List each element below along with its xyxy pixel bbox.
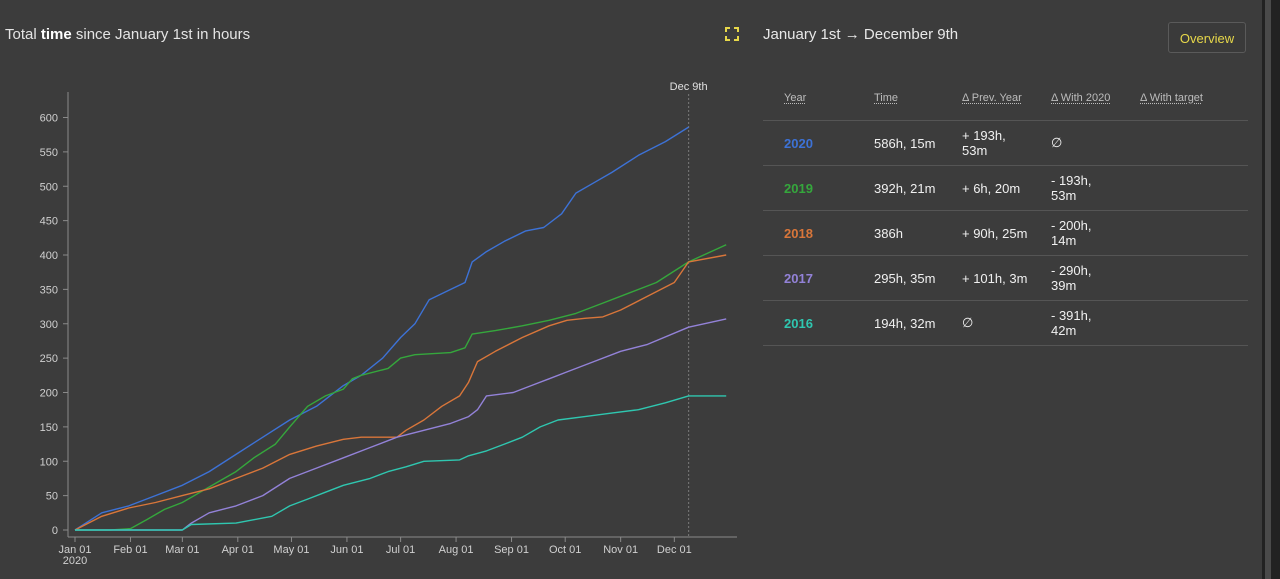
header-with-2020[interactable]: Δ With 2020 [1030,75,1119,121]
row-prev: ∅ [941,300,1030,346]
series-line-2016 [75,395,727,531]
x-tick-label: Jun 01 [330,544,363,556]
x-year-label: 2020 [63,555,87,567]
row-target [1119,165,1248,211]
table-row: 2016 194h, 32m ∅ - 391h, 42m [763,300,1248,346]
series-line-2018 [74,254,727,531]
row-target [1119,300,1248,346]
x-tick-label: Aug 01 [439,544,474,556]
chart-title-bold: time [40,26,72,43]
header-prev-year-label: Δ Prev. Year [962,91,1022,104]
chart-title-prefix: Total [5,26,37,43]
y-tick-label: 200 [40,388,58,400]
x-tick-label: Mar 01 [165,544,199,556]
series-line-2017 [75,318,727,531]
y-tick-label: 450 [40,216,58,228]
row-year: 2019 [763,165,853,211]
row-prev: + 101h, 3m [941,255,1030,301]
chart-title-suffix: since January 1st in hours [75,26,251,43]
table-row: 2017 295h, 35m + 101h, 3m - 290h, 39m [763,255,1248,301]
stats-table: Year Time Δ Prev. Year Δ With 2020 Δ Wit… [763,75,1248,346]
date-range-end: December 9th [863,26,959,43]
chart-title: Total time since January 1st in hours [5,26,250,43]
table-row: 2018 386h + 90h, 25m - 200h, 14m [763,210,1248,256]
header-year-label: Year [784,91,807,104]
y-tick-label: 400 [40,250,58,262]
header-time[interactable]: Time [853,75,941,121]
header-prev-year[interactable]: Δ Prev. Year [941,75,1030,121]
row-time: 295h, 35m [853,255,941,301]
marker-label: Dec 9th [670,81,708,93]
stats-header-row: Year Time Δ Prev. Year Δ With 2020 Δ Wit… [763,75,1248,121]
row-year: 2016 [763,300,853,346]
arrow-right-icon: → [844,26,860,43]
expand-icon[interactable] [724,26,740,42]
y-tick-label: 300 [40,319,58,331]
header-with-2020-label: Δ With 2020 [1051,91,1111,104]
scrollbar-thumb[interactable] [1265,0,1271,579]
x-tick-label: Jan 01 [58,544,91,556]
row-time: 392h, 21m [853,165,941,211]
table-row: 2019 392h, 21m + 6h, 20m - 193h, 53m [763,165,1248,211]
row-year: 2017 [763,255,853,301]
series-line-2020 [74,126,689,531]
overview-button[interactable]: Overview [1168,22,1246,53]
y-tick-label: 250 [40,353,58,365]
row-target [1119,255,1248,301]
row-time: 586h, 15m [853,120,941,166]
header-with-target[interactable]: Δ With target [1119,75,1248,121]
x-tick-label: Dec 01 [657,544,692,556]
row-year: 2018 [763,210,853,256]
y-tick-label: 100 [40,456,58,468]
x-tick-label: Feb 01 [113,544,147,556]
header-with-target-label: Δ With target [1140,91,1203,104]
table-row: 2020 586h, 15m + 193h, 53m ∅ [763,120,1248,166]
y-tick-label: 600 [40,113,58,125]
row-target [1119,210,1248,256]
row-with2020: - 200h, 14m [1030,210,1119,256]
date-range-start: January 1st [763,26,841,43]
y-tick-label: 550 [40,147,58,159]
x-tick-label: Jul 01 [386,544,415,556]
y-tick-label: 0 [52,525,58,537]
x-tick-label: Nov 01 [603,544,638,556]
row-prev: + 90h, 25m [941,210,1030,256]
row-time: 386h [853,210,941,256]
row-with2020: - 391h, 42m [1030,300,1119,346]
y-tick-label: 500 [40,181,58,193]
header-time-label: Time [874,91,899,104]
x-tick-label: May 01 [273,544,309,556]
y-tick-label: 350 [40,284,58,296]
row-year: 2020 [763,120,853,166]
y-tick-label: 50 [46,491,58,503]
row-with2020: - 290h, 39m [1030,255,1119,301]
row-with2020: - 193h, 53m [1030,165,1119,211]
x-tick-label: Oct 01 [549,544,581,556]
row-prev: + 6h, 20m [941,165,1030,211]
x-tick-label: Sep 01 [494,544,529,556]
cumulative-time-chart: 0 50 100 150 200 250 300 350 400 450 500 550 600 Jan … [40,81,737,567]
x-tick-label: Apr 01 [222,544,254,556]
row-prev: + 193h, 53m [941,120,1030,166]
y-tick-label: 150 [40,422,58,434]
row-target [1119,120,1248,166]
series-line-2019 [75,244,727,531]
row-time: 194h, 32m [853,300,941,346]
date-range: January 1st → December 9th [763,26,958,43]
row-with2020: ∅ [1030,120,1119,166]
header-year[interactable]: Year [763,75,853,121]
